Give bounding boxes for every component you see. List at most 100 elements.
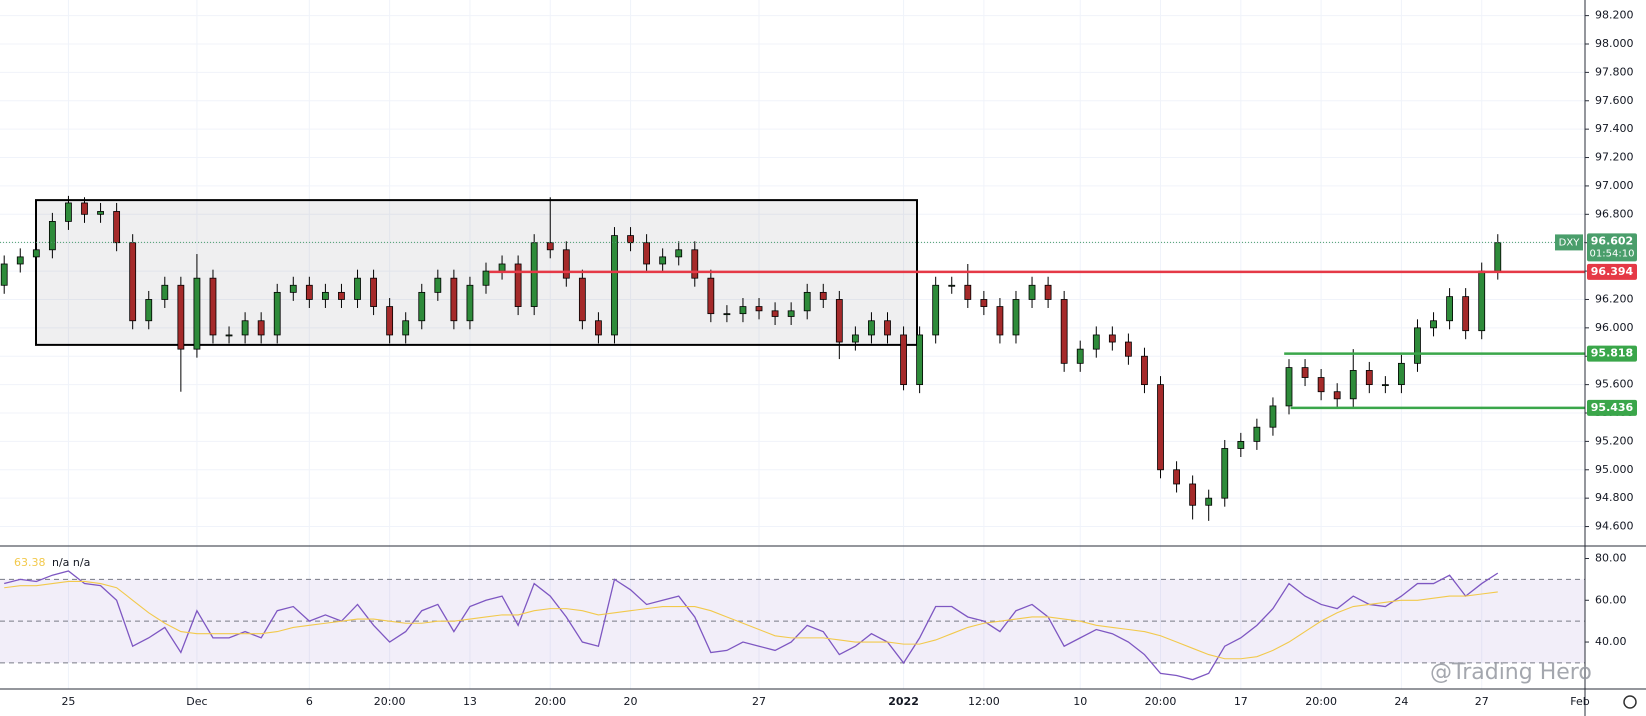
candle-body (321, 291, 329, 300)
candle-body (498, 263, 506, 272)
candle-body (611, 235, 618, 336)
candle-body (1253, 426, 1261, 442)
candle-body (739, 306, 747, 315)
candle-body (932, 284, 940, 336)
candle-body (225, 334, 233, 337)
y-tick-label: 97.800 (1595, 65, 1634, 78)
candle-body (1141, 355, 1148, 386)
candle-body (948, 284, 956, 287)
candle-body (1173, 469, 1180, 485)
candle-body (771, 310, 779, 317)
y-tick-label: 98.200 (1595, 9, 1634, 22)
candle-body (595, 320, 602, 336)
candle-body (466, 284, 474, 322)
candle-body (835, 299, 843, 343)
candle-body (370, 277, 377, 307)
y-tick-label: 97.400 (1595, 122, 1634, 135)
candle-body (0, 263, 8, 286)
candle-body (1349, 370, 1357, 400)
candle-body (562, 249, 570, 279)
candle-body (81, 202, 88, 215)
level-tag (1587, 263, 1637, 280)
last-price-tag (1587, 233, 1637, 262)
y-tick-label: 97.000 (1595, 179, 1634, 192)
candle-body (964, 284, 972, 300)
candle-body (755, 306, 763, 312)
candle-body (193, 277, 201, 350)
candle-body (1237, 440, 1245, 449)
x-tick-label: 25 (61, 695, 75, 708)
candle-body (1462, 296, 1470, 332)
price-pane (0, 195, 1585, 521)
y-tick-label: 94.600 (1595, 520, 1634, 533)
candle-body (627, 235, 634, 244)
level-tag (1587, 399, 1637, 416)
x-tick-label: 27 (752, 695, 766, 708)
candle-body (1333, 391, 1341, 400)
y-tick-label: 80.00 (1595, 551, 1627, 564)
x-tick-label: Dec (186, 695, 207, 708)
candle-body (354, 277, 361, 300)
ma-value: 63.38 (14, 556, 46, 569)
candle-body (16, 256, 24, 265)
candle-body (851, 334, 859, 343)
candle-body (1076, 348, 1084, 364)
candle-body (787, 310, 795, 317)
candle-body (1012, 299, 1020, 336)
candle-body (1269, 405, 1277, 428)
y-tick-label: 97.600 (1595, 94, 1634, 107)
candle-body (1381, 384, 1389, 387)
x-tick-label: 27 (1475, 695, 1489, 708)
candle-body (434, 277, 442, 293)
x-tick-label: 12:00 (968, 695, 1000, 708)
watermark: @Trading Hero (1430, 660, 1592, 685)
candle-body (1365, 370, 1373, 386)
candle-body (338, 291, 345, 300)
candle-body (1221, 448, 1229, 499)
candle-body (707, 277, 715, 315)
y-tick-label: 96.200 (1595, 292, 1634, 305)
candle-body (1494, 242, 1502, 272)
candle-body (916, 334, 924, 386)
candle-body (386, 306, 394, 336)
y-tick-label: 95.200 (1595, 434, 1634, 447)
candle-body (1060, 299, 1068, 364)
candle-body (996, 306, 1004, 336)
candle-body (1398, 362, 1405, 386)
candle-body (1205, 497, 1213, 506)
rsi-annotation: n/a n/a (52, 556, 90, 569)
candle-body (418, 291, 426, 322)
candle-body (900, 334, 907, 386)
x-tick-label: Feb (1570, 695, 1589, 708)
candle-body (819, 291, 827, 300)
candle-body (643, 242, 650, 265)
x-tick-label: 6 (306, 695, 313, 708)
candle-body (145, 299, 153, 322)
candle-body (1285, 367, 1293, 407)
candle-body (1317, 377, 1325, 393)
x-tick-label: 17 (1234, 695, 1248, 708)
candle-body (482, 270, 490, 286)
candle-body (1044, 284, 1052, 300)
candle-body (177, 284, 185, 350)
symbol-label: DXY (1559, 237, 1581, 248)
candle-body (1028, 284, 1036, 300)
candle-body (723, 313, 731, 316)
y-tick-label: 95.600 (1595, 378, 1634, 391)
y-tick-label: 96.800 (1595, 207, 1634, 220)
level-label: 96.394 (1591, 265, 1634, 278)
x-tick-label: 20:00 (534, 695, 566, 708)
candle-body (868, 320, 875, 336)
candle-body (514, 263, 522, 307)
candle-body (1125, 341, 1132, 357)
candle-body (129, 242, 137, 322)
candle-body (1414, 327, 1421, 364)
countdown-label: 01:54:10 (1590, 248, 1635, 259)
settings-icon[interactable] (1623, 695, 1637, 709)
candle-body (803, 291, 811, 312)
candle-body (1478, 270, 1486, 332)
x-tick-label: 13 (463, 695, 477, 708)
last-price-label: 96.602 (1591, 234, 1633, 247)
candle-body (1446, 296, 1453, 322)
